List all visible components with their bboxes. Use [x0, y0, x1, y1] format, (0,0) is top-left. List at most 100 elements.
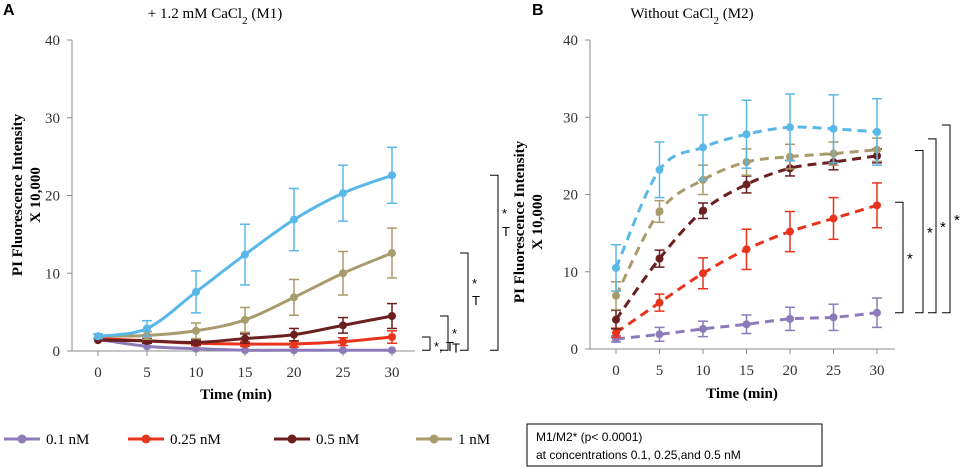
panel-a-x-tick-label: 15 [238, 365, 253, 381]
panel-a-y-tick-label: 20 [45, 189, 60, 205]
note-line-2: at concentrations 0.1, 0.25,and 0.5 nM [536, 448, 741, 462]
panel-b-data-point [873, 308, 881, 317]
panel-b-plot: 0 10 20 30 40 0 5 10 15 20 25 30 * * * * [563, 33, 960, 379]
panel-a-data-point [241, 315, 249, 324]
panel-b-sig-bracket [928, 138, 937, 314]
panel-b-data-point [655, 254, 664, 263]
panel-b-data-point [786, 123, 794, 132]
panel-b-x-tick-label: 5 [656, 363, 664, 379]
panel-b-sig-label: * [927, 225, 933, 242]
panel-b-data-point [786, 314, 794, 323]
panel-a: A + 1.2 mM CaCl2 (M1) PI Fluorescence In… [3, 2, 510, 403]
panel-b-x-tick-label: 25 [826, 363, 841, 379]
panel-b-data-point [873, 201, 881, 210]
legend-label: 1 nM [458, 432, 490, 448]
panel-a-xlabel: Time (min) [200, 387, 272, 403]
panel-a-data-point [290, 215, 298, 224]
panel-a-data-point [290, 293, 298, 302]
panel-b-title: Without CaCl2 (M2) [630, 6, 753, 27]
panel-b-data-point [786, 227, 794, 236]
panel-b-x-tick-label: 0 [612, 363, 620, 379]
panel-b-y-tick-label: 10 [563, 265, 578, 281]
panel-a-x-tick-label: 0 [94, 365, 102, 381]
panel-a-data-point [388, 249, 396, 258]
panel-a-sig-bracket [422, 336, 431, 351]
panel-a-sig-bracket [460, 252, 469, 351]
panel-a-data-point [192, 287, 200, 296]
panel-b-significance: * * * * [895, 124, 960, 314]
panel-a-data-point [388, 171, 396, 180]
panel-a-x-tick-label: 25 [336, 365, 351, 381]
panel-b-series-0_25-nM [611, 182, 882, 339]
panel-a-sig-label: T [472, 293, 480, 308]
panel-b-data-point [699, 206, 707, 215]
panel-a-data-point [94, 332, 102, 341]
panel-b-y-tick-label: 30 [563, 110, 578, 126]
legend-label: 0.5 nM [316, 432, 359, 448]
panel-b-data-point [612, 263, 620, 272]
panel-b-series-2-nM [611, 93, 882, 292]
note-box-frame [526, 423, 823, 467]
panel-b-data-point [742, 130, 751, 139]
panel-a-significance: *, T*T*T*T [422, 174, 510, 356]
panel-a-ylabel-line2: X 10,000 [28, 167, 44, 223]
panel-a-sig-bracket [440, 315, 449, 351]
panel-a-data-point [388, 333, 396, 342]
panel-a-data-point [290, 330, 298, 339]
panel-a-sig-label: * [452, 326, 457, 341]
panel-a-sig-label: * [502, 206, 507, 221]
panel-a-data-point [192, 338, 200, 347]
panel-b-data-point [655, 165, 664, 174]
panel-b-sig-label: * [954, 212, 960, 229]
legend-label: 0.1 nM [46, 432, 89, 448]
panel-a-data-point [388, 346, 396, 355]
panel-a-data-point [192, 326, 200, 335]
panel-b-xlabel: Time (min) [706, 386, 778, 402]
panel-b-data-point [742, 180, 751, 189]
panel-b-y-tick-label: 20 [563, 188, 578, 204]
panel-a-data-point [241, 346, 249, 355]
panel-b-sig-bracket [942, 124, 951, 314]
panel-b-data-point [612, 291, 620, 300]
panel-a-title: + 1.2 mM CaCl2 (M1) [148, 6, 282, 27]
panel-a-sig-bracket [490, 174, 499, 351]
panel-b-sig-bracket [915, 149, 924, 314]
legend-swatch-marker [429, 434, 439, 444]
legend-swatch-marker [141, 434, 151, 444]
panel-b-data-point [829, 313, 838, 322]
panel-b: B Without CaCl2 (M2) PI Fluorescence Int… [512, 2, 960, 402]
panel-a-x-tick-label: 5 [143, 365, 151, 381]
panel-b-y-tick-label: 40 [563, 33, 578, 49]
panel-b-series-0_1-nM [611, 297, 882, 343]
note-line-1: M1/M2* (p< 0.0001) [536, 430, 642, 444]
panel-a-y-tick-label: 40 [45, 33, 60, 49]
panel-b-data-point [742, 245, 751, 254]
panel-b-data-point [699, 269, 707, 278]
legend-item-0_1-nM: 0.1 nM [4, 432, 89, 448]
panel-a-data-point [241, 334, 249, 343]
panel-a-data-point [339, 321, 347, 330]
legend-item-1-nM: 1 nM [416, 432, 490, 448]
panel-a-series-2-nM [93, 146, 397, 341]
panel-b-ylabel-line1: PI Fluorescence Intensity [512, 140, 528, 303]
panel-a-data-point [290, 346, 298, 355]
panel-b-y-tick-label: 0 [571, 342, 579, 358]
panel-b-data-point [699, 324, 707, 333]
note-box: M1/M2* (p< 0.0001) at concentrations 0.1… [526, 423, 823, 467]
panel-a-ylabel-line1: PI Fluorescence Intensity [10, 113, 26, 276]
panel-b-x-tick-label: 30 [870, 363, 885, 379]
panel-a-y-tick-label: 10 [45, 266, 60, 282]
panel-b-data-point [699, 143, 707, 152]
panel-b-x-tick-label: 10 [696, 363, 711, 379]
panel-a-data-point [339, 269, 347, 278]
panel-b-data-point [655, 330, 664, 339]
panel-b-x-tick-label: 15 [739, 363, 754, 379]
panel-a-x-tick-label: 30 [385, 365, 400, 381]
panel-a-data-point [241, 250, 249, 259]
panel-b-data-point [829, 124, 838, 133]
panel-a-sig-label: T [502, 224, 510, 239]
panel-a-x-tick-label: 10 [189, 365, 204, 381]
panel-b-x-tick-label: 20 [783, 363, 798, 379]
